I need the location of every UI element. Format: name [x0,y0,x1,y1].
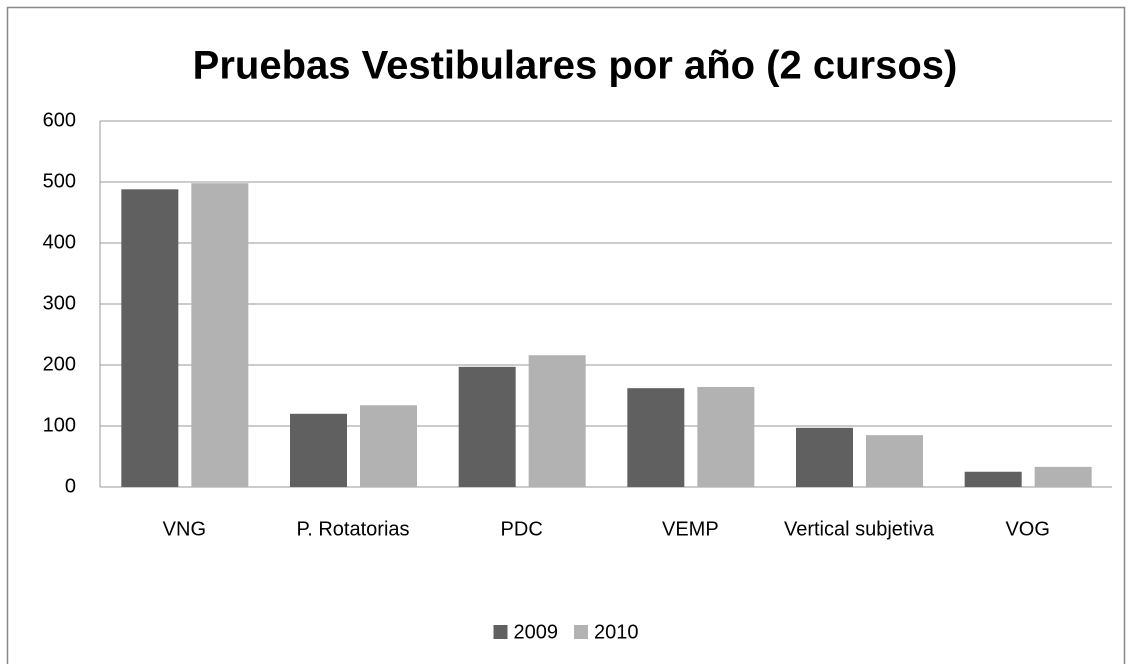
chart-title: Pruebas Vestibulares por año (2 cursos) [193,44,958,88]
legend-label: 2009 [514,621,559,643]
y-tick-label: 100 [43,414,76,436]
legend-swatch [574,625,588,639]
y-tick-label: 300 [43,292,76,314]
bar [360,405,417,487]
x-tick-label: VOG [1005,518,1049,540]
bar [697,386,755,487]
y-tick-label: 600 [43,109,76,131]
x-tick-label: PDC [501,518,543,540]
bar [121,189,179,487]
bar [627,388,685,487]
bar [964,471,1022,487]
y-tick-label: 200 [43,353,76,375]
x-tick-label: Vertical subjetiva [784,518,935,540]
x-tick-label: VNG [163,518,206,540]
bar [458,366,516,487]
bar [866,435,923,487]
bar [528,355,586,487]
bar [290,413,347,487]
bar [1034,466,1092,487]
legend-swatch [493,625,508,639]
x-tick-label: VEMP [662,518,719,540]
y-tick-label: 0 [65,475,76,497]
x-tick-label: P. Rotatorias [296,518,409,540]
y-tick-label: 500 [43,170,76,192]
y-tick-label: 400 [43,231,76,253]
bar [796,427,853,487]
bar [191,183,249,487]
legend-label: 2010 [594,621,639,643]
